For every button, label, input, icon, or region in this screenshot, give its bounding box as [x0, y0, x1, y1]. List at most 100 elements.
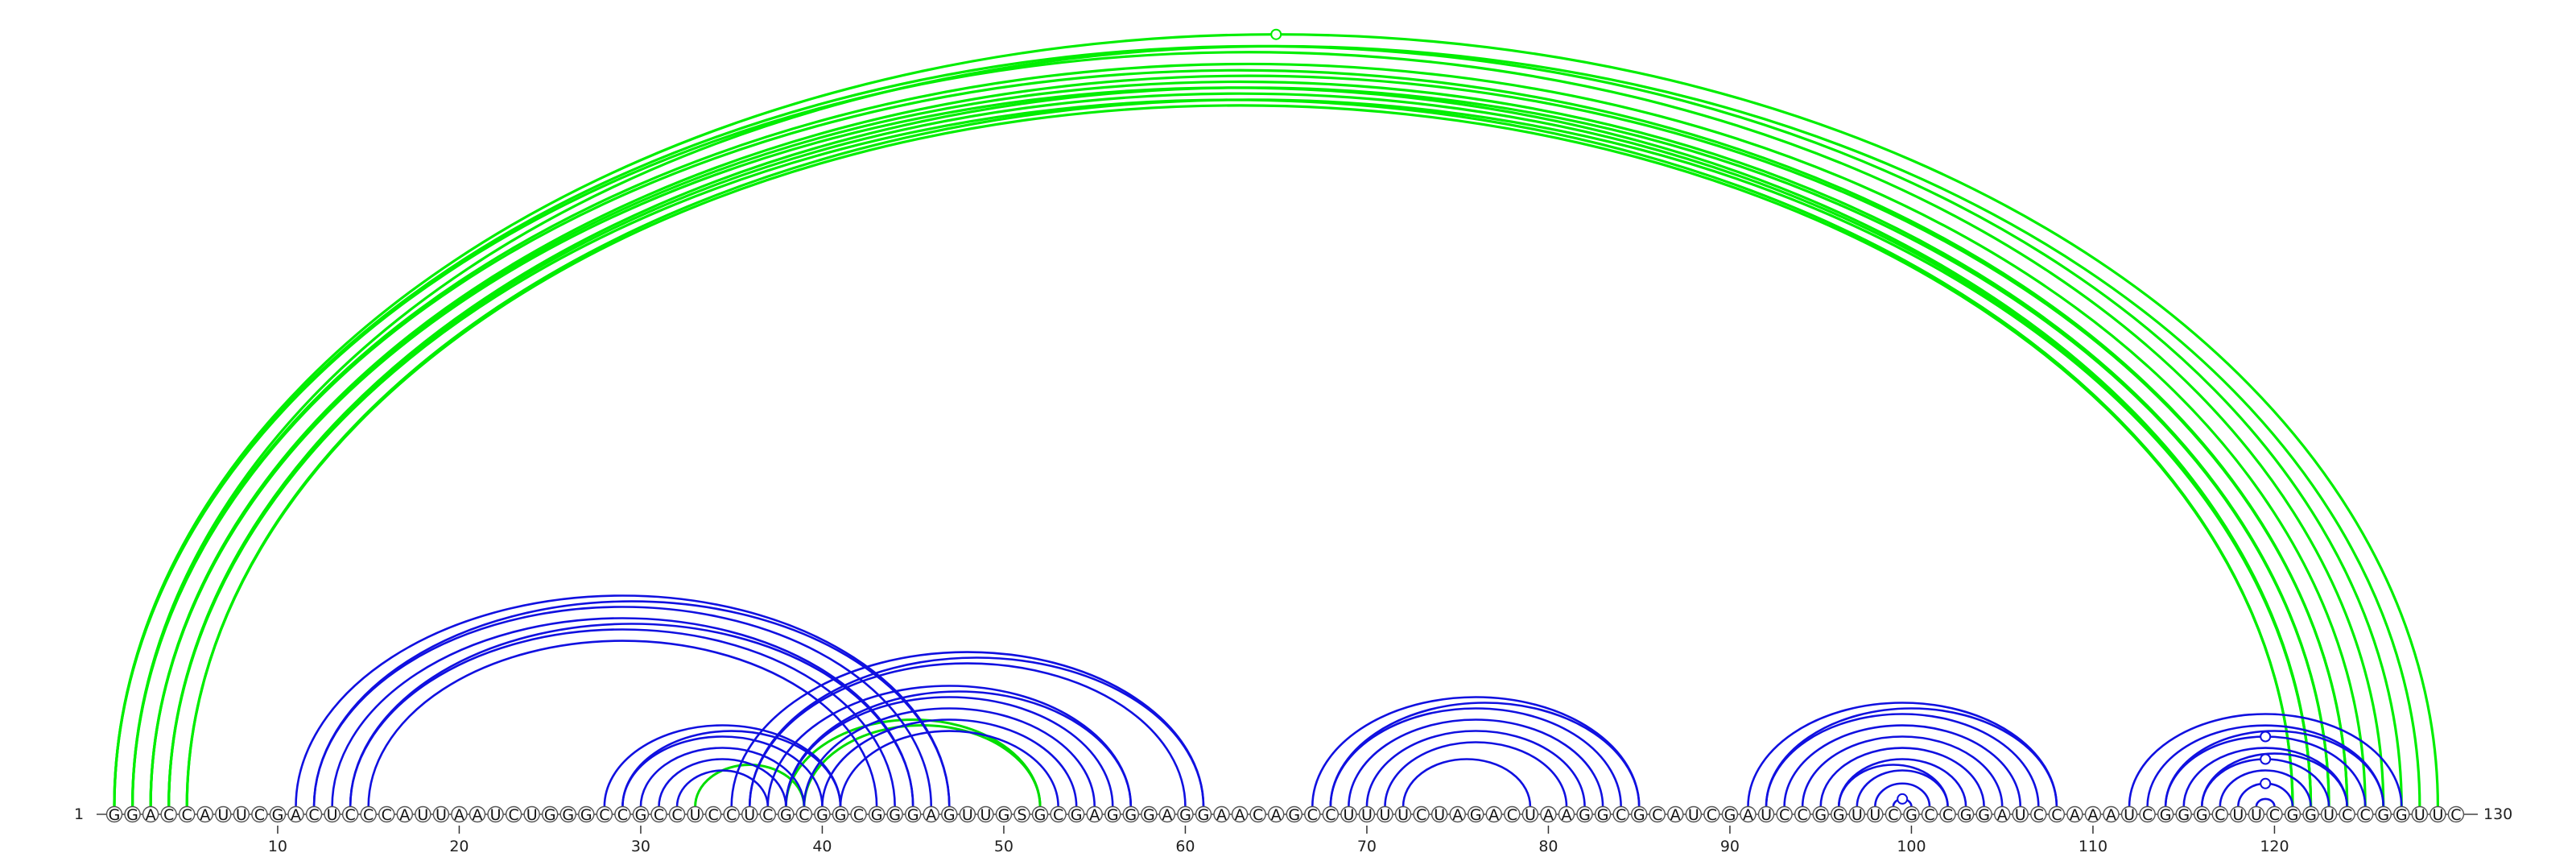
nucleotide-circle	[1993, 805, 2011, 823]
nucleotide: G	[1594, 805, 1612, 824]
nucleotide-letter: S	[1017, 806, 1026, 824]
nucleotide: U	[1340, 805, 1357, 824]
nucleotide-circle	[341, 805, 359, 823]
blue-pair-arc	[1819, 747, 1985, 807]
nucleotide: A	[1086, 805, 1103, 824]
nucleotide-circle	[1249, 805, 1266, 823]
nucleotide-circle	[523, 805, 540, 823]
nucleotide-letter: G	[943, 806, 956, 824]
nucleotide: C	[1794, 805, 1811, 824]
blue-pair-arc	[639, 747, 806, 807]
green-pair-arc	[151, 76, 2347, 806]
nucleotide-circle	[1067, 805, 1085, 823]
nucleotide: C	[2339, 805, 2355, 824]
blue-pair-arc	[821, 718, 1078, 807]
nucleotide-circle	[995, 805, 1013, 823]
nucleotide: C	[360, 805, 377, 824]
blue-pair-arc	[1348, 718, 1604, 807]
nucleotide-circle	[233, 805, 250, 823]
nucleotide: G	[1177, 805, 1194, 824]
nucleotide-letter: U	[690, 806, 701, 824]
nucleotide: U	[2429, 805, 2446, 824]
nucleotide-circle	[2284, 805, 2301, 823]
end-position-label: 130	[2483, 805, 2512, 823]
nucleotide-circle	[1286, 805, 1302, 823]
nucleotide: C	[1921, 805, 1938, 824]
nucleotide: G	[1031, 805, 1049, 824]
nucleotide-circle	[378, 805, 395, 823]
nucleotide-letter: U	[217, 806, 229, 824]
nucleotide-circle	[596, 805, 613, 823]
nucleotide-letter: U	[436, 806, 447, 824]
nucleotide-circle	[415, 805, 431, 823]
nucleotide-letter: A	[2106, 806, 2116, 824]
nucleotide: A	[2084, 805, 2102, 824]
nucleotide-circle	[1413, 805, 1430, 823]
nucleotide-circle	[1468, 805, 1484, 823]
nucleotide-letter: C	[2342, 806, 2352, 824]
pair-marker	[2260, 777, 2272, 789]
nucleotide-letter: A	[1089, 806, 1100, 824]
nucleotide-letter: C	[1707, 806, 1717, 824]
nucleotide-letter: U	[1688, 806, 1699, 824]
nucleotide-circle	[505, 805, 522, 823]
nucleotide: A	[451, 805, 468, 824]
nucleotide: U	[977, 805, 994, 824]
nucleotide-letter: U	[1397, 806, 1409, 824]
nucleotide-letter: A	[1562, 806, 1572, 824]
nucleotide-circle	[487, 805, 504, 823]
nucleotide-circle	[2157, 805, 2174, 823]
nucleotide-circle	[305, 805, 323, 823]
nucleotide-circle	[1685, 805, 1703, 823]
green-pair-arc	[187, 100, 2310, 807]
nucleotide-letter: C	[762, 806, 773, 824]
nucleotide: U	[415, 805, 431, 824]
nucleotide-circle	[2248, 805, 2265, 823]
nucleotide: U	[233, 805, 250, 824]
nucleotide-circle	[1122, 805, 1140, 823]
nucleotide-circle	[1449, 805, 1466, 823]
nucleotide: A	[1740, 805, 1757, 824]
nucleotide-letter: G	[580, 806, 592, 824]
nucleotide: A	[469, 805, 486, 824]
nucleotide-letter: C	[1779, 806, 1790, 824]
nucleotide-circle	[1177, 805, 1194, 823]
blue-pair-arc	[2164, 730, 2385, 807]
nucleotide: G	[1286, 805, 1302, 824]
nucleotide-circle	[904, 805, 922, 823]
nucleotide: G	[1975, 805, 1992, 824]
nucleotide-letter: A	[1162, 806, 1172, 824]
start-position-label: 1	[74, 805, 84, 823]
nucleotide-letter: A	[291, 806, 301, 824]
nucleotide-circle	[1776, 805, 1793, 823]
nucleotide-circle	[2048, 805, 2066, 823]
nucleotide: G	[868, 805, 886, 824]
nucleotide: C	[2211, 805, 2229, 824]
nucleotide-circle	[1358, 805, 1376, 823]
nucleotide-circle	[105, 805, 123, 823]
nucleotide-letter: C	[726, 806, 737, 824]
nucleotide: G	[1903, 805, 1920, 824]
nucleotide-letter: G	[816, 806, 828, 824]
nucleotide-letter: C	[1307, 806, 1318, 824]
nucleotide: G	[2194, 805, 2211, 824]
nucleotide-letter: U	[2414, 806, 2425, 824]
nucleotide: A	[1213, 805, 1230, 824]
nucleotide-circle	[2230, 805, 2247, 823]
nucleotide-circle	[795, 805, 813, 823]
nucleotide: U	[1377, 805, 1393, 824]
nucleotide-letter: G	[2160, 806, 2172, 824]
nucleotide-letter: C	[1652, 806, 1662, 824]
nucleotide-letter: A	[1743, 806, 1753, 824]
nucleotide: U	[1867, 805, 1884, 824]
nucleotide: U	[2248, 805, 2265, 824]
blue-pair-arc	[1765, 707, 2058, 807]
nucleotide-letter: C	[308, 806, 319, 824]
nucleotide-circle	[1485, 805, 1503, 823]
nucleotide-circle	[723, 805, 740, 823]
nucleotide-circle	[1721, 805, 1739, 823]
nucleotide-letter: U	[1361, 806, 1373, 824]
nucleotide-circle	[2139, 805, 2156, 823]
nucleotide: G	[995, 805, 1013, 824]
